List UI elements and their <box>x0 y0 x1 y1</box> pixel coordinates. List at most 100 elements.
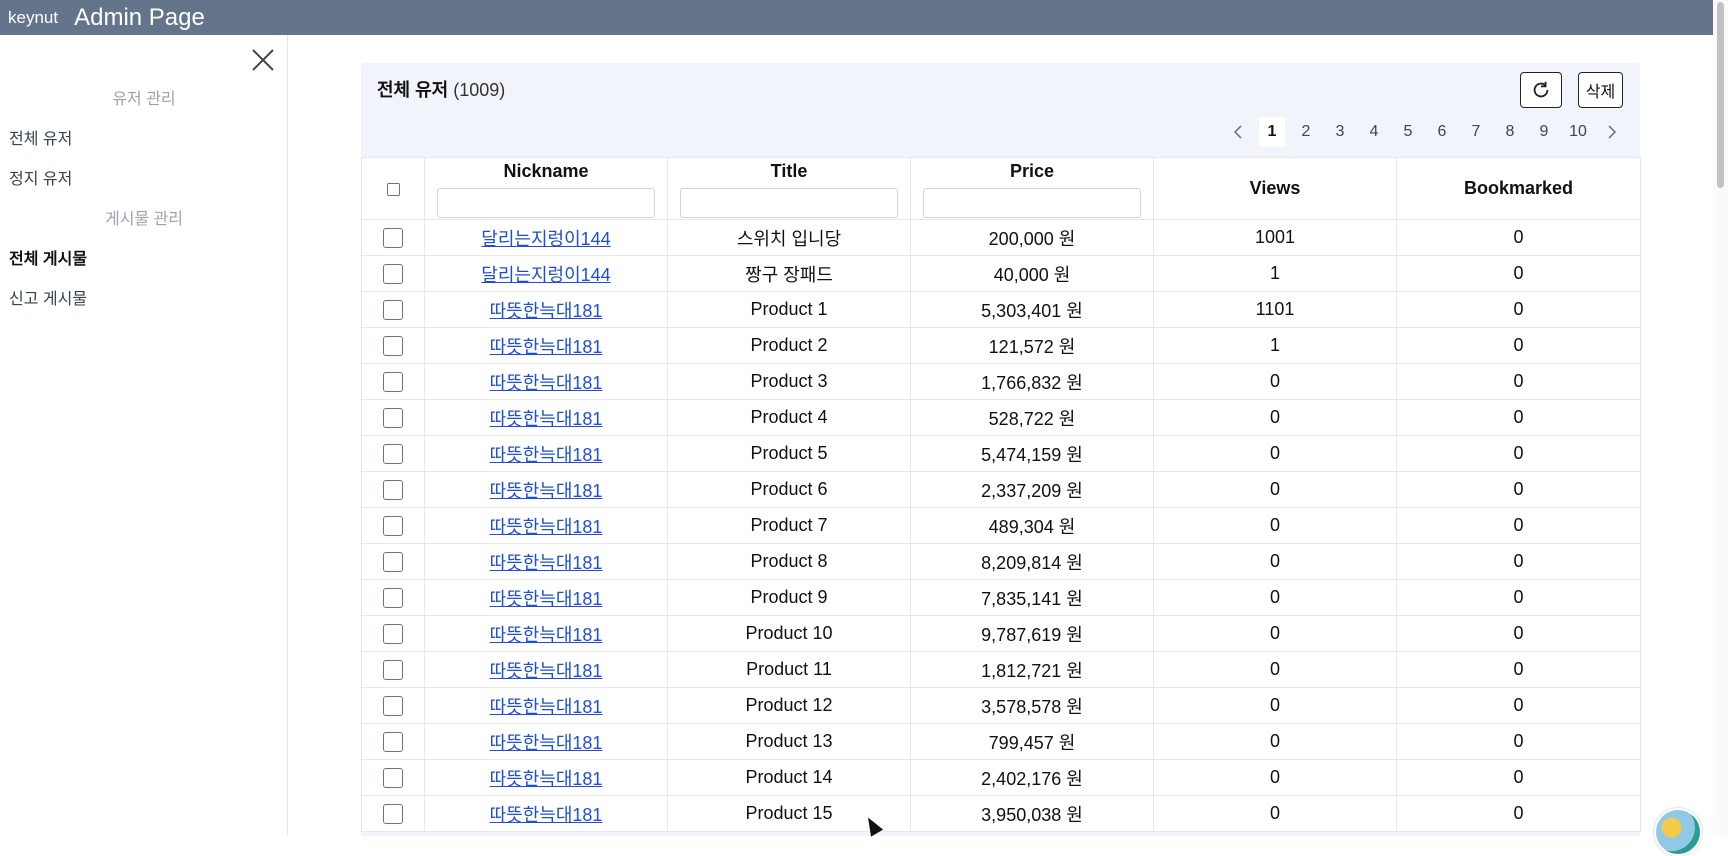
nickname-link[interactable]: 달리는지렁이144 <box>481 228 611 249</box>
close-icon[interactable] <box>250 47 276 73</box>
cell-bookmarked: 0 <box>1396 615 1641 652</box>
cell-title: Product 7 <box>667 507 911 544</box>
page-6[interactable]: 6 <box>1437 123 1447 140</box>
page-7[interactable]: 7 <box>1471 123 1481 140</box>
page-8[interactable]: 8 <box>1505 123 1515 140</box>
sidebar-item-all-users[interactable]: 전체 유저 <box>9 131 73 148</box>
cell-title: Product 11 <box>667 651 911 688</box>
nickname-link[interactable]: 따뜻한늑대181 <box>489 372 603 393</box>
title-filter-input[interactable] <box>680 188 898 218</box>
page-2[interactable]: 2 <box>1301 123 1311 140</box>
row-checkbox[interactable] <box>383 372 403 393</box>
cell-bookmarked: 0 <box>1396 759 1641 796</box>
page-4[interactable]: 4 <box>1369 123 1379 140</box>
cell-nickname: 달리는지렁이144 <box>424 219 668 256</box>
nickname-link[interactable]: 따뜻한늑대181 <box>489 300 603 321</box>
row-checkbox[interactable] <box>383 624 403 645</box>
cell-nickname: 따뜻한늑대181 <box>424 687 668 724</box>
cell-nickname: 따뜻한늑대181 <box>424 759 668 796</box>
cell-price: 2,337,209 원 <box>910 471 1154 508</box>
panel-count: (1009) <box>453 80 506 100</box>
price-filter-input[interactable] <box>923 188 1141 218</box>
nickname-link[interactable]: 따뜻한늑대181 <box>489 480 603 501</box>
nickname-link[interactable]: 따뜻한늑대181 <box>489 408 603 429</box>
row-checkbox[interactable] <box>383 660 403 681</box>
nickname-link[interactable]: 따뜻한늑대181 <box>489 768 603 789</box>
chevron-left-icon[interactable] <box>1221 117 1255 147</box>
page-3[interactable]: 3 <box>1335 123 1345 140</box>
cell-nickname: 따뜻한늑대181 <box>424 399 668 436</box>
brand-name[interactable]: keynut <box>8 7 59 27</box>
row-checkbox[interactable] <box>383 516 403 537</box>
avatar[interactable] <box>1654 808 1702 856</box>
nickname-link[interactable]: 따뜻한늑대181 <box>489 732 603 753</box>
column-title: Title <box>667 157 911 220</box>
row-checkbox[interactable] <box>383 696 403 717</box>
page-scrollbar[interactable] <box>1713 0 1728 836</box>
page-5[interactable]: 5 <box>1403 123 1413 140</box>
delete-button[interactable]: 삭제 <box>1578 72 1623 108</box>
nickname-link[interactable]: 따뜻한늑대181 <box>489 444 603 465</box>
table-row[interactable]: 따뜻한늑대181 Product 1 5,303,401 원 1101 0 <box>361 291 1641 328</box>
row-checkbox[interactable] <box>383 444 403 465</box>
nickname-link[interactable]: 따뜻한늑대181 <box>489 588 603 609</box>
cell-nickname: 따뜻한늑대181 <box>424 327 668 364</box>
nickname-link[interactable]: 따뜻한늑대181 <box>489 516 603 537</box>
cell-bookmarked: 0 <box>1396 651 1641 688</box>
row-checkbox-cell <box>361 615 425 652</box>
sidebar-item-all-posts[interactable]: 전체 게시물 <box>9 251 88 268</box>
cell-nickname: 따뜻한늑대181 <box>424 471 668 508</box>
cell-price: 1,766,832 원 <box>910 363 1154 400</box>
row-checkbox[interactable] <box>383 552 403 573</box>
nickname-link[interactable]: 따뜻한늑대181 <box>489 804 603 825</box>
table-row[interactable]: 달리는지렁이144 스위치 입니당 200,000 원 1001 0 <box>361 219 1641 256</box>
nickname-link[interactable]: 따뜻한늑대181 <box>489 696 603 717</box>
cell-title: Product 5 <box>667 435 911 472</box>
cell-price: 489,304 원 <box>910 507 1154 544</box>
row-checkbox[interactable] <box>383 228 403 249</box>
page-scrollbar-thumb[interactable] <box>1717 2 1724 188</box>
nickname-filter-input[interactable] <box>437 188 655 218</box>
nickname-link[interactable]: 따뜻한늑대181 <box>489 336 603 357</box>
cell-views: 0 <box>1153 399 1397 436</box>
row-checkbox[interactable] <box>383 588 403 609</box>
page-10[interactable]: 10 <box>1569 123 1587 140</box>
row-checkbox[interactable] <box>383 264 403 285</box>
sidebar-item-reported-posts[interactable]: 신고 게시물 <box>9 291 88 308</box>
row-checkbox[interactable] <box>383 768 403 789</box>
select-all-checkbox[interactable] <box>386 182 400 196</box>
nickname-link[interactable]: 달리는지렁이144 <box>481 264 611 285</box>
column-title-label: Title <box>770 161 808 181</box>
cell-price: 9,787,619 원 <box>910 615 1154 652</box>
row-checkbox[interactable] <box>383 480 403 501</box>
page-1[interactable]: 1 <box>1259 117 1285 147</box>
nickname-link[interactable]: 따뜻한늑대181 <box>489 660 603 681</box>
nickname-link[interactable]: 따뜻한늑대181 <box>489 552 603 573</box>
row-checkbox[interactable] <box>383 300 403 321</box>
cell-views: 1 <box>1153 327 1397 364</box>
sidebar-item-suspended-users[interactable]: 정지 유저 <box>9 171 73 188</box>
row-checkbox[interactable] <box>383 408 403 429</box>
row-checkbox[interactable] <box>383 732 403 753</box>
nickname-link[interactable]: 따뜻한늑대181 <box>489 624 603 645</box>
row-checkbox[interactable] <box>383 336 403 357</box>
page-9[interactable]: 9 <box>1539 123 1549 140</box>
chevron-right-icon[interactable] <box>1595 117 1629 147</box>
refresh-button[interactable] <box>1520 72 1562 108</box>
row-checkbox[interactable] <box>383 804 403 825</box>
